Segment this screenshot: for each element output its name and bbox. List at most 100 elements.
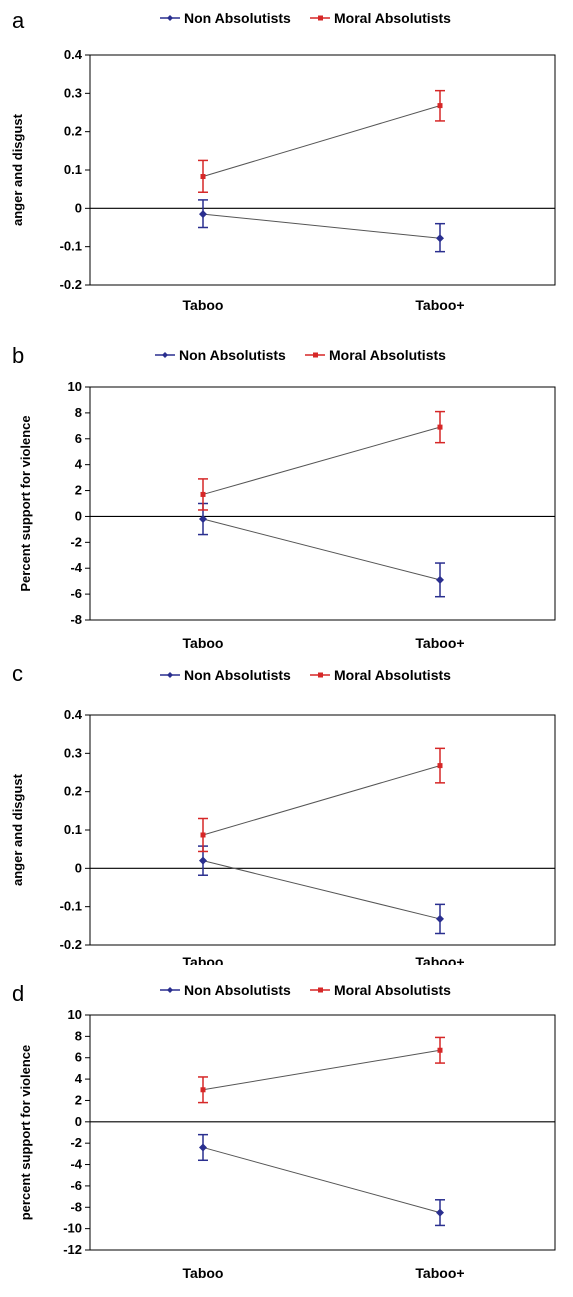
panel-d: d Non Absolutists Moral Absolutists 10 8 6 4 2… xyxy=(0,975,573,1292)
x-category-label: Taboo xyxy=(183,297,224,313)
y-tick-label: 8 xyxy=(75,405,82,420)
y-tick-label: -6 xyxy=(70,1178,82,1193)
y-tick-label: 0.4 xyxy=(64,47,83,62)
y-tick-label: -10 xyxy=(63,1221,82,1236)
data-point xyxy=(437,763,443,769)
legend-marker xyxy=(167,672,173,678)
legend-item: Moral Absolutists xyxy=(310,667,451,683)
chart-b: Non Absolutists Moral Absolutists 10 8 6 4 2 0 -… xyxy=(18,347,556,651)
series-line xyxy=(202,860,441,920)
legend-label: Non Absolutists xyxy=(184,667,291,683)
panel-label-d: d xyxy=(12,981,25,1006)
data-point xyxy=(437,424,443,430)
x-category-label: Taboo+ xyxy=(415,297,464,313)
legend-label: Moral Absolutists xyxy=(334,10,451,26)
y-tick-label: -4 xyxy=(70,1157,82,1172)
y-tick-label: 0 xyxy=(75,200,82,215)
legend-label: Non Absolutists xyxy=(184,10,291,26)
legend-label: Non Absolutists xyxy=(184,982,291,998)
series-line xyxy=(202,213,441,239)
y-tick-label: -4 xyxy=(70,560,82,575)
x-category-label: Taboo+ xyxy=(415,635,464,651)
data-point xyxy=(436,234,444,243)
chart-c: Non Absolutists Moral Absolutists 0.4 0.3 0.… xyxy=(10,667,556,970)
y-tick-label: -8 xyxy=(70,1199,82,1214)
x-category-label: Taboo xyxy=(183,954,224,965)
legend-marker xyxy=(167,987,173,993)
y-tick-label: -0.1 xyxy=(60,239,82,254)
y-tick-label: 0 xyxy=(75,860,82,875)
data-point xyxy=(200,174,206,180)
panel-label-c: c xyxy=(12,661,23,686)
y-tick-label: 2 xyxy=(75,483,82,498)
plot-frame xyxy=(89,54,556,286)
data-point xyxy=(200,1087,206,1093)
series-line xyxy=(202,765,441,836)
legend-marker xyxy=(313,352,318,358)
y-tick-label: 4 xyxy=(75,457,83,472)
legend-marker xyxy=(167,15,173,21)
series-line xyxy=(202,426,441,495)
series-line xyxy=(202,105,441,177)
y-tick-label: -0.2 xyxy=(60,277,82,292)
y-tick-label: -0.2 xyxy=(60,937,82,952)
y-tick-label: 0.3 xyxy=(64,85,82,100)
legend-item: Moral Absolutists xyxy=(310,10,451,26)
legend-marker xyxy=(318,987,323,993)
data-point xyxy=(199,210,207,219)
legend-item: Non Absolutists xyxy=(155,347,286,363)
legend-label: Moral Absolutists xyxy=(329,347,446,363)
y-tick-label: 0 xyxy=(75,508,82,523)
x-category-label: Taboo+ xyxy=(415,1265,464,1281)
panel-a: a Non Absolutists Moral Absolutists 0.4 0.3… xyxy=(0,0,573,320)
data-point xyxy=(200,832,206,838)
panel-c: c Non Absolutists Moral Absolutists 0.4 0.3… xyxy=(0,655,573,970)
panel-b: b Non Absolutists Moral Absolutists 10 8 6 4 2… xyxy=(0,330,573,660)
y-tick-label: -2 xyxy=(70,1135,82,1150)
data-point xyxy=(437,103,443,109)
y-axis-label: anger and disgust xyxy=(10,113,25,226)
chart-a: Non Absolutists Moral Absolutists 0.4 0.3 0.… xyxy=(10,10,556,313)
x-category-label: Taboo+ xyxy=(415,954,464,965)
legend-item: Non Absolutists xyxy=(160,667,291,683)
chart-d: Non Absolutists Moral Absolutists 10 8 6 4 2 0 -… xyxy=(18,982,556,1281)
y-tick-label: 6 xyxy=(75,1050,82,1065)
y-tick-label: -0.1 xyxy=(60,899,82,914)
y-tick-label: 0 xyxy=(75,1114,82,1129)
y-tick-label: 10 xyxy=(68,1007,82,1022)
data-point xyxy=(436,914,444,923)
y-tick-label: 6 xyxy=(75,431,82,446)
legend-item: Non Absolutists xyxy=(160,982,291,998)
x-category-label: Taboo xyxy=(183,1265,224,1281)
y-axis-label: anger and disgust xyxy=(10,773,25,886)
plot-frame xyxy=(89,714,556,946)
y-tick-label: -12 xyxy=(63,1242,82,1257)
legend-item: Moral Absolutists xyxy=(305,347,446,363)
y-tick-label: 0.1 xyxy=(64,162,82,177)
data-point xyxy=(199,515,207,524)
y-tick-label: 0.3 xyxy=(64,745,82,760)
series-line xyxy=(202,1049,441,1091)
panel-label-b: b xyxy=(12,343,25,368)
legend-item: Non Absolutists xyxy=(160,10,291,26)
series-line xyxy=(202,518,441,581)
y-tick-label: 0.1 xyxy=(64,822,82,837)
data-point xyxy=(199,856,207,865)
legend-item: Moral Absolutists xyxy=(310,982,451,998)
data-point xyxy=(437,1047,443,1053)
plot-frame xyxy=(89,1014,556,1251)
data-point xyxy=(436,1208,444,1217)
y-tick-label: 4 xyxy=(75,1071,83,1086)
panel-label-a: a xyxy=(12,8,25,33)
plot-frame xyxy=(89,386,556,621)
y-tick-label: 8 xyxy=(75,1028,82,1043)
x-category-label: Taboo xyxy=(183,635,224,651)
legend-label: Moral Absolutists xyxy=(334,982,451,998)
data-point xyxy=(436,575,444,584)
legend-label: Moral Absolutists xyxy=(334,667,451,683)
y-tick-label: 10 xyxy=(68,379,82,394)
y-tick-label: 0.4 xyxy=(64,707,83,722)
legend-label: Non Absolutists xyxy=(179,347,286,363)
y-tick-label: -6 xyxy=(70,586,82,601)
legend-marker xyxy=(318,15,323,21)
